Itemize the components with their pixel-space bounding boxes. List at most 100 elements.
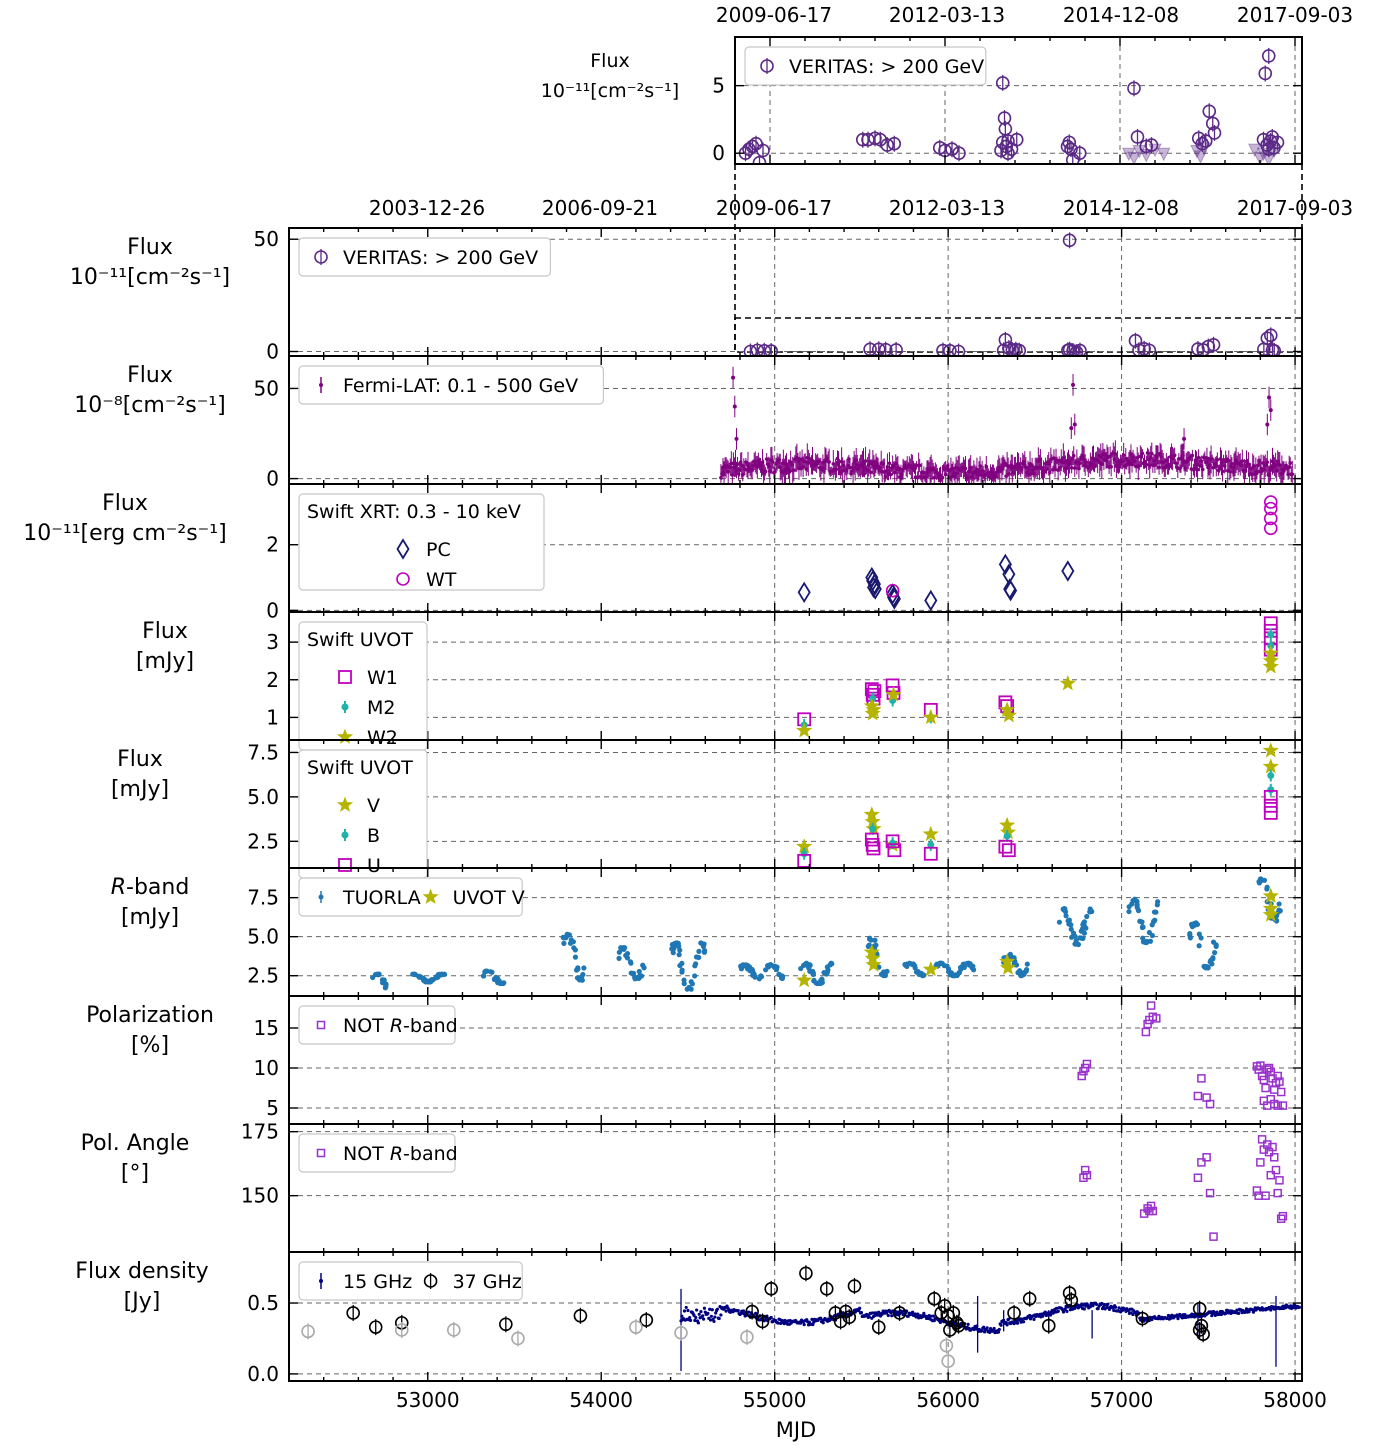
data-point: [1276, 1214, 1286, 1223]
data-point: [999, 959, 1017, 975]
data-point: [871, 1320, 886, 1334]
y-axis-label: Polarization [%]: [86, 1003, 214, 1058]
y-label-line: [%]: [131, 1033, 169, 1058]
y-axis-label: Flux 10⁻⁸[cm⁻²s⁻¹]: [74, 363, 225, 418]
ticks: 05: [712, 37, 1302, 165]
tuorla-point: [745, 966, 751, 972]
radio-point: [1112, 1308, 1116, 1313]
data-marks: [370, 876, 1283, 992]
y-tick-label: 5.0: [247, 925, 279, 949]
radio-point: [1043, 1310, 1047, 1314]
flux-point: [849, 471, 853, 476]
radio-point: [709, 1314, 713, 1318]
grid: [289, 740, 1302, 868]
y-axis-label: Flux density [Jy]: [75, 1259, 208, 1314]
radio-point: [686, 1308, 690, 1313]
radio-point: [931, 1314, 935, 1318]
y-axis-label: Flux 10⁻¹¹[cm⁻²s⁻¹]: [541, 50, 679, 102]
data-point: [1066, 344, 1080, 356]
legend-entry: VERITAS: > 200 GeV: [789, 56, 984, 78]
y-tick-label: 150: [241, 1184, 279, 1208]
radio-point: [859, 1311, 864, 1315]
data-point: [1009, 132, 1024, 147]
data-point: [865, 701, 882, 717]
y-label-line: Flux: [142, 619, 188, 644]
data-point: [885, 686, 902, 702]
data-point: [1256, 147, 1271, 162]
legend-marker: [338, 670, 352, 684]
tuorla-point: [677, 947, 683, 953]
flux-point: [1130, 462, 1134, 467]
tuorla-point: [1068, 922, 1074, 928]
flux-point: [1072, 466, 1077, 470]
legend-marker: [316, 1148, 326, 1158]
flux-point: [1109, 464, 1113, 469]
radio-point: [1113, 1305, 1118, 1309]
data-point: [868, 131, 882, 146]
ticks: 1 2 3: [266, 612, 1302, 740]
flux-point: [827, 460, 831, 464]
flux-point: [1149, 451, 1154, 456]
grid: [289, 996, 1302, 1124]
flux-point: [1007, 472, 1012, 476]
data-point: [1148, 143, 1162, 158]
legend: Swift XRT: 0.3 - 10 keV PC WT: [298, 493, 545, 591]
radio-point: [913, 1312, 917, 1316]
tuorla-point: [902, 961, 908, 968]
ticks: 2.5 5.0 7.5: [247, 868, 1302, 996]
radio-point: [1213, 1313, 1217, 1317]
legend-marker: [423, 1274, 438, 1288]
data-point: [950, 1316, 964, 1330]
data-point: [1146, 1001, 1156, 1010]
tuorla-point: [1277, 908, 1283, 914]
data-point: [800, 850, 808, 858]
data-point: [952, 146, 966, 160]
legend-title: Swift XRT: 0.3 - 10 keV: [307, 501, 521, 523]
data-point: [797, 853, 812, 868]
tuorla-point: [575, 965, 581, 971]
data-point: [1273, 1188, 1282, 1198]
tuorla-point: [1083, 925, 1089, 931]
flux-point: [1196, 455, 1201, 460]
flux-point: [1200, 467, 1205, 472]
flux-point: [1215, 457, 1220, 462]
legend: NOT R-band: [298, 1005, 458, 1045]
data-point: [1263, 511, 1278, 526]
radio-point: [980, 1329, 984, 1333]
legend: VERITAS: > 200 GeV: [298, 237, 551, 277]
data-point: [885, 583, 900, 598]
flux-point: [1056, 468, 1060, 472]
data-point: [799, 1266, 813, 1281]
radio-point: [702, 1306, 707, 1310]
data-point: [1265, 343, 1280, 356]
data-point: [1061, 560, 1075, 582]
flare-point: [1072, 422, 1077, 427]
tuorla-point: [681, 981, 687, 987]
radio-point: [1183, 1313, 1187, 1317]
tuorla-point: [828, 960, 834, 966]
flux-point: [735, 462, 740, 466]
y-label-line: 10⁻¹¹[cm⁻²s⁻¹]: [541, 80, 679, 102]
radio-point: [717, 1316, 721, 1321]
tuorla-point: [410, 971, 416, 977]
y-axis-label: Flux 10⁻¹¹[erg cm⁻²s⁻¹]: [23, 491, 226, 546]
data-point: [1263, 616, 1278, 631]
tuorla-point: [669, 946, 675, 952]
tuorla-point: [1019, 972, 1025, 978]
data-point: [1012, 343, 1027, 356]
series-wt: [885, 495, 1278, 598]
tuorla-point: [491, 976, 498, 982]
tuorla-point: [765, 963, 771, 969]
radio-point: [1176, 1317, 1180, 1321]
tuorla-point: [581, 965, 587, 971]
data-point: [368, 1320, 383, 1334]
legend-marker: [314, 250, 328, 264]
tuorla-point: [1017, 968, 1023, 974]
y-tick-label: 0: [712, 141, 725, 165]
data-point: [868, 578, 882, 600]
legend-entry: TUORLA: [342, 887, 421, 909]
tuorla-point: [380, 978, 386, 984]
radio-point: [1051, 1311, 1055, 1315]
data-marks: [719, 366, 1295, 484]
data-point: [1266, 1170, 1276, 1180]
